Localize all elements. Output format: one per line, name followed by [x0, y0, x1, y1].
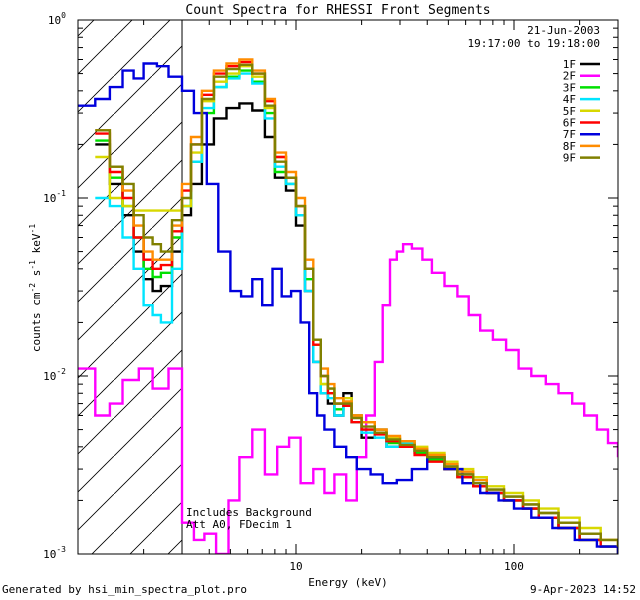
plot-frame	[77, 19, 619, 555]
annotation-background: Includes Background	[186, 506, 312, 519]
footer-generated-by: Generated by hsi_min_spectra_plot.pro	[2, 583, 248, 596]
annotation-attenuator: Att A0, FDecim 1	[186, 518, 292, 531]
x-tick-label: 100	[504, 560, 524, 573]
y-tick-labels: 10-3 10-2 10-1 100	[43, 11, 66, 561]
y-axis-label-mid: s	[30, 270, 43, 283]
x-axis-label: Energy (keV)	[308, 576, 387, 589]
y-tick-label: 10-3	[43, 545, 66, 561]
time-range-label: 19:17:00 to 19:18:00	[468, 37, 600, 50]
legend-label-8f: 8F	[563, 140, 576, 153]
series-line-2f	[78, 243, 618, 554]
legend-label-7f: 7F	[563, 128, 576, 141]
series-line-9f	[95, 63, 618, 547]
y-tick-label: 10-2	[43, 367, 66, 383]
legend-label-3f: 3F	[563, 81, 576, 94]
legend-label-2f: 2F	[563, 70, 576, 83]
chart-title: Count Spectra for RHESSI Front Segments	[185, 3, 490, 18]
footer-timestamp: 9-Apr-2023 14:52	[530, 583, 636, 596]
y-axis-label: counts cm-2 s-1 keV-1	[28, 224, 43, 352]
y-axis-label-sup1: -2	[28, 283, 37, 293]
legend-label-6f: 6F	[563, 117, 576, 130]
series-line-7f	[78, 62, 618, 554]
y-tick-label: 100	[48, 11, 66, 27]
legend-label-4f: 4F	[563, 93, 576, 106]
x-tick-label: 10	[289, 560, 302, 573]
y-axis-label-sup3: -1	[28, 224, 37, 234]
legend-label-9f: 9F	[563, 152, 576, 165]
legend-label-5f: 5F	[563, 105, 576, 118]
y-axis-label-main: counts cm	[30, 292, 43, 352]
series-group	[78, 58, 618, 554]
axis-ticks	[77, 19, 619, 555]
y-axis-label-sup2: -1	[28, 260, 37, 270]
y-axis-label-mid2: keV	[30, 233, 43, 260]
date-label: 21-Jun-2003	[527, 24, 600, 37]
legend-label-1f: 1F	[563, 58, 576, 71]
y-tick-label: 10-1	[43, 189, 66, 205]
x-tick-labels: 10 100	[289, 560, 524, 573]
